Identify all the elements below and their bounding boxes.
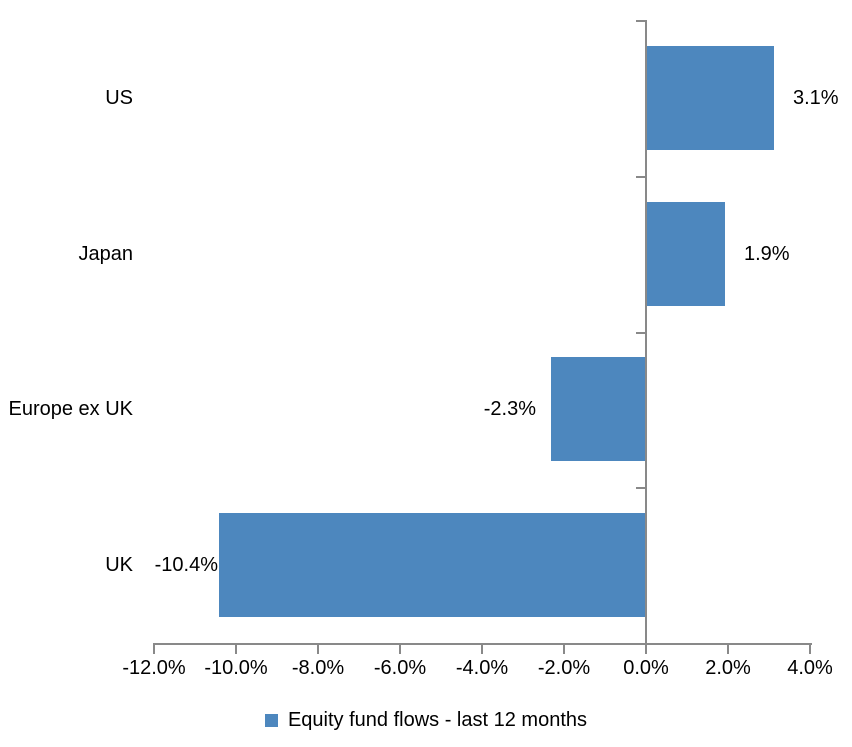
x-axis-tick [153, 645, 155, 654]
category-axis-tick [636, 332, 645, 334]
value-label-europe-ex-uk: -2.3% [483, 398, 536, 420]
bar-japan [647, 202, 725, 306]
category-label-japan: Japan [78, 243, 134, 265]
value-label-uk: -10.4% [154, 554, 218, 576]
value-label-us: 3.1% [793, 87, 839, 109]
category-axis-tick [636, 487, 645, 489]
x-axis-tick [809, 645, 811, 654]
bar-europe-ex-uk [551, 357, 645, 461]
x-axis-tick-label: -12.0% [122, 657, 186, 679]
x-axis-tick-label: 4.0% [787, 657, 833, 679]
x-axis-tick-label: -6.0% [373, 657, 427, 679]
x-axis-tick-label: 0.0% [623, 657, 669, 679]
x-axis-tick-label: -2.0% [537, 657, 591, 679]
x-axis-line [153, 643, 812, 645]
legend: Equity fund flows - last 12 months [0, 709, 852, 732]
x-axis-tick [235, 645, 237, 654]
x-axis-tick [481, 645, 483, 654]
category-label-uk: UK [105, 554, 133, 576]
y-axis-line [645, 20, 647, 645]
x-axis-tick-label: -10.0% [204, 657, 268, 679]
x-axis-tick [317, 645, 319, 654]
category-axis-tick [636, 176, 645, 178]
value-label-japan: 1.9% [744, 243, 790, 265]
bar-us [647, 46, 774, 150]
x-axis-tick-label: 2.0% [705, 657, 751, 679]
x-axis-tick [563, 645, 565, 654]
category-label-europe-ex-uk: Europe ex UK [8, 398, 133, 420]
x-axis-tick [727, 645, 729, 654]
x-axis-tick-label: -4.0% [455, 657, 509, 679]
x-axis-tick [399, 645, 401, 654]
legend-label: Equity fund flows - last 12 months [287, 709, 588, 731]
bar-uk [219, 513, 645, 617]
legend-swatch [264, 714, 278, 727]
x-axis-tick [645, 645, 647, 654]
category-axis-tick [636, 20, 645, 22]
x-axis-tick-label: -8.0% [291, 657, 345, 679]
category-label-us: US [105, 87, 133, 109]
